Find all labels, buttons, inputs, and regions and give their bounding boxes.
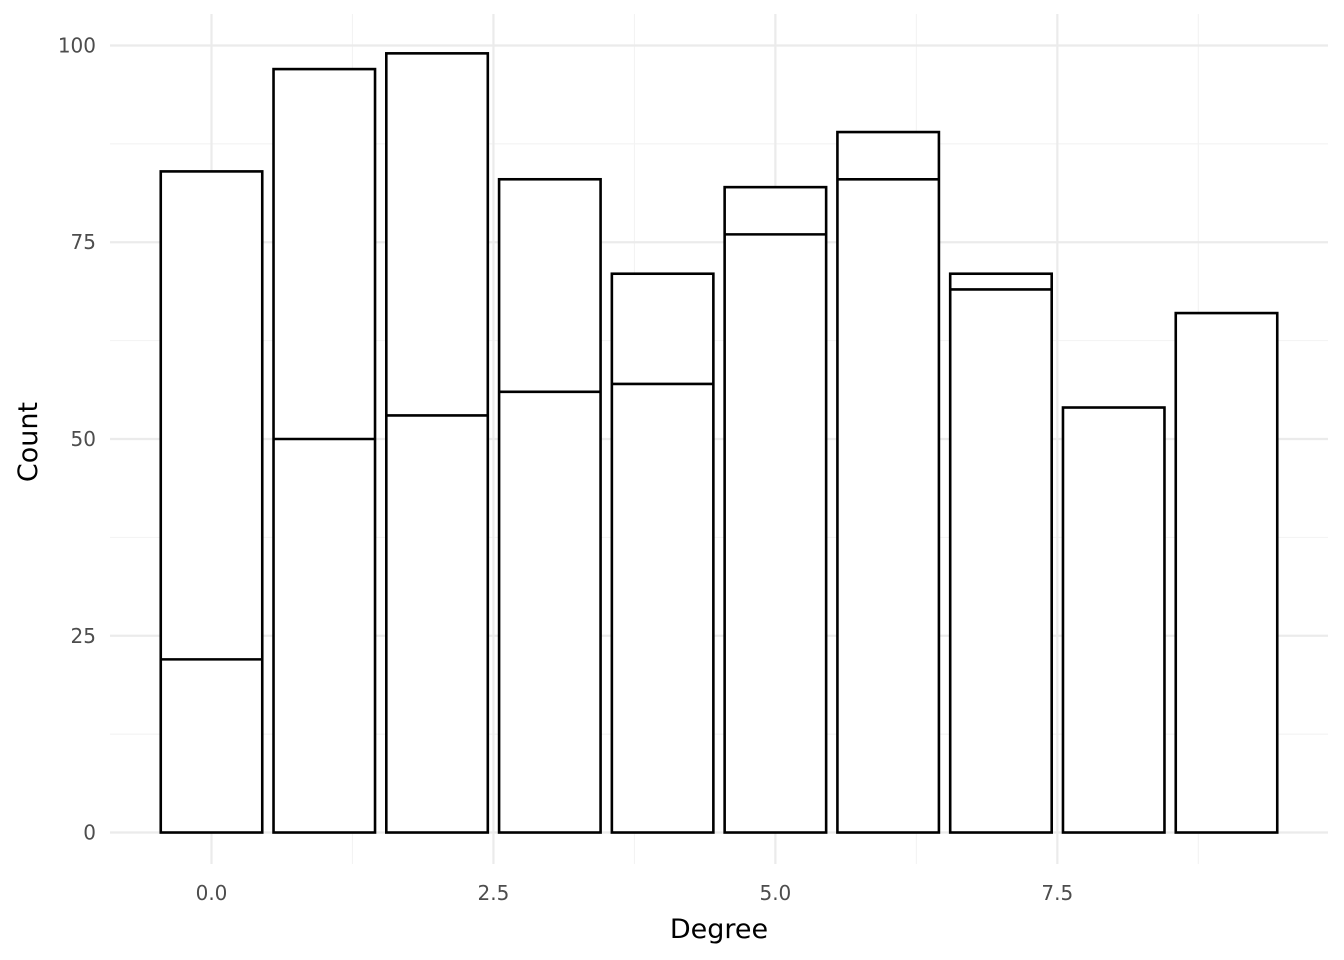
y-axis-ticks: 0 25 50 75 100 — [58, 33, 96, 844]
bar-degree-9 — [1174, 311, 1279, 834]
y-tick-label: 50 — [71, 427, 96, 451]
x-tick-label: 5.0 — [759, 881, 791, 905]
y-tick-label: 100 — [58, 33, 96, 57]
y-axis-title: Count — [13, 402, 44, 482]
bar-degree-2 — [385, 52, 490, 834]
y-tick-label: 0 — [83, 821, 96, 845]
x-tick-label: 2.5 — [478, 881, 510, 905]
x-tick-label: 7.5 — [1041, 881, 1073, 905]
y-tick-label: 75 — [71, 230, 96, 254]
x-axis-ticks: 0.0 2.5 5.0 7.5 — [196, 881, 1074, 905]
bar-degree-0 — [159, 170, 264, 834]
bar-degree-4 — [610, 272, 715, 834]
y-tick-label: 25 — [71, 624, 96, 648]
bar-degree-5 — [723, 185, 828, 834]
bar-degree-7 — [948, 272, 1053, 834]
bar-degree-8 — [1061, 406, 1166, 834]
bar-degree-3 — [497, 177, 602, 834]
bar-degree-1 — [272, 67, 377, 834]
bar-degree-6 — [836, 130, 941, 834]
x-axis-title: Degree — [670, 914, 768, 945]
bars — [159, 52, 1279, 834]
x-tick-label: 0.0 — [196, 881, 228, 905]
